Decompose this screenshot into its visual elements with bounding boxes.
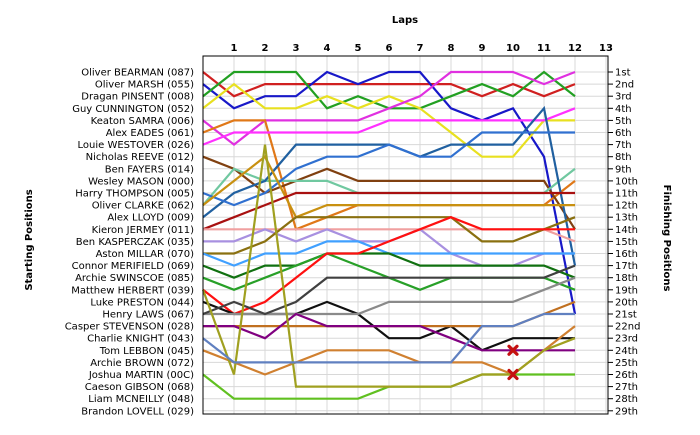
lap-label-13: 13 (599, 43, 613, 54)
series-line-18 (202, 252, 576, 279)
finishing-position-label: 11th (615, 189, 638, 200)
lap-label-5: 5 (355, 43, 362, 54)
finishing-position-label: 12th (615, 201, 638, 212)
x-axis-title: Laps (392, 15, 418, 26)
finishing-position-label: 28th (615, 394, 638, 405)
series-line-7 (202, 107, 576, 146)
starting-driver-label: Caeson GIBSON (068) (85, 382, 194, 393)
starting-driver-label: Oliver BEARMAN (087) (81, 68, 194, 79)
starting-driver-label: Guy CUNNINGTON (052) (72, 104, 194, 115)
finishing-position-label: 1st (615, 68, 631, 79)
finishing-position-label: 17th (615, 261, 638, 272)
finishing-position-label: 19th (615, 285, 638, 296)
lap-label-7: 7 (417, 43, 424, 54)
finishing-position-label: 16th (615, 249, 638, 260)
finishing-position-label: 14th (615, 225, 638, 236)
series-line-16 (203, 216, 576, 255)
starting-driver-label: Alex EADES (061) (106, 128, 194, 139)
finishing-position-label: 8th (615, 152, 632, 163)
finishing-position-label: 24th (615, 346, 638, 357)
series-line-13 (202, 191, 575, 231)
starting-driver-label: Aston MILLAR (070) (96, 249, 195, 260)
starting-driver-label: Ben FAYERS (014) (105, 164, 194, 175)
lap-label-11: 11 (537, 43, 551, 54)
y-axis-title-left: Starting Positions (24, 189, 35, 290)
finishing-position-label: 9th (615, 164, 632, 175)
series-line-2 (202, 70, 577, 315)
lap-label-1: 1 (231, 43, 238, 54)
starting-driver-label: Wesley MASON (000) (88, 176, 194, 187)
finishing-position-label: 21st (615, 310, 637, 321)
starting-driver-label: Ben KASPERCZAK (035) (76, 237, 194, 248)
lap-label-6: 6 (386, 43, 393, 54)
starting-driver-label: Oliver CLARKE (062) (92, 201, 194, 212)
finishing-position-label: 3rd (615, 92, 632, 103)
starting-driver-label: Luke PRESTON (044) (90, 297, 194, 308)
starting-driver-label: Matthew HERBERT (039) (71, 285, 194, 296)
starting-driver-label: Nicholas REEVE (012) (86, 152, 194, 163)
starting-driver-label: Alex LLOYD (009) (107, 213, 194, 224)
starting-driver-label: Tom LEBBON (045) (99, 346, 194, 357)
y-axis-title-right: Finishing Positions (661, 185, 672, 292)
starting-driver-label: Casper STEVENSON (028) (65, 322, 194, 333)
starting-driver-label: Brandon LOVELL (029) (81, 406, 194, 417)
finishing-position-label: 22nd (615, 322, 640, 333)
starting-driver-label: Harry THOMPSON (005) (75, 189, 194, 200)
retirement-cross-stroke (507, 344, 519, 356)
finishing-position-labels: 1st2nd3rd4th5th6th7th8th9th10th11th12th1… (608, 68, 640, 417)
lap-tick-labels: 1 2 3 4 5 6 7 8 9 10 11 12 13 (231, 43, 613, 54)
series-line-1 (202, 71, 576, 98)
starting-driver-label: Dragan PINSENT (008) (81, 92, 194, 103)
lap-label-2: 2 (262, 43, 269, 54)
starting-position-labels: Oliver BEARMAN (087)Oliver MARSH (055)Dr… (65, 68, 194, 418)
series-line-11 (202, 131, 575, 207)
finishing-position-label: 20th (615, 297, 638, 308)
lap-label-4: 4 (324, 43, 331, 54)
position-lines (201, 70, 577, 400)
retirement-cross-stroke (507, 368, 519, 381)
finishing-position-label: 10th (615, 176, 638, 187)
retirement-marks (507, 344, 519, 381)
lap-label-12: 12 (568, 43, 582, 54)
finishing-position-label: 6th (615, 128, 632, 139)
starting-driver-label: Charlie KNIGHT (043) (87, 334, 194, 345)
lap-label-8: 8 (448, 43, 455, 54)
starting-driver-label: Connor MERIFIELD (069) (72, 261, 194, 272)
starting-driver-label: Louie WESTOVER (026) (78, 140, 195, 151)
finishing-position-label: 13th (615, 213, 638, 224)
finishing-position-label: 4th (615, 104, 632, 115)
finishing-position-label: 7th (615, 140, 632, 151)
retirement-mark-1 (507, 344, 519, 356)
series-line-4 (202, 82, 575, 158)
starting-driver-label: Liam MCNEILLY (048) (88, 394, 194, 405)
starting-driver-label: Oliver MARSH (055) (95, 80, 194, 91)
starting-driver-label: Archie SWINSCOE (085) (75, 273, 194, 284)
finishing-position-label: 5th (615, 116, 632, 127)
series-line-23 (202, 264, 576, 316)
series-line-12 (202, 155, 575, 219)
lap-label-9: 9 (479, 43, 486, 54)
lap-label-10: 10 (506, 43, 520, 54)
finishing-position-label: 15th (615, 237, 638, 248)
finishing-position-label: 26th (615, 370, 638, 381)
starting-driver-label: Keaton SAMRA (006) (91, 116, 194, 127)
finishing-position-label: 25th (615, 358, 638, 369)
starting-driver-label: Archie BROWN (072) (90, 358, 194, 369)
finishing-position-label: 18th (615, 273, 638, 284)
starting-driver-label: Henry LAWS (067) (102, 310, 194, 321)
starting-driver-label: Joshua MARTIN (00C) (88, 370, 194, 381)
series-line-20 (202, 216, 575, 316)
finishing-position-label: 2nd (615, 80, 634, 91)
retirement-mark-2 (507, 368, 519, 381)
finishing-position-label: 23rd (615, 334, 638, 345)
plot-frame (202, 55, 609, 415)
lap-label-3: 3 (293, 43, 300, 54)
finishing-position-label: 29th (615, 406, 638, 417)
starting-driver-label: Kieron JERMEY (011) (92, 225, 194, 236)
series-line-29 (202, 312, 575, 364)
finishing-position-label: 27th (615, 382, 638, 393)
